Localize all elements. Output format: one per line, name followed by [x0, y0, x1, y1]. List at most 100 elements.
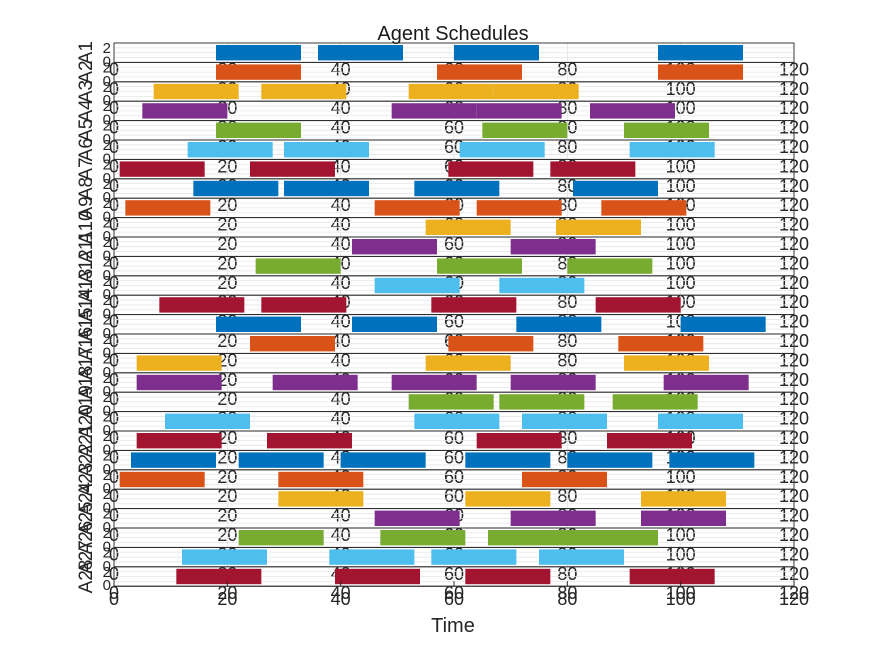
y-tick-label: 2 — [103, 409, 111, 426]
schedule-bar — [267, 433, 352, 449]
agent-label: A2 — [76, 60, 97, 83]
schedule-bar — [658, 413, 743, 429]
y-tick-label: 0 — [103, 131, 111, 148]
schedule-bar — [567, 452, 653, 468]
y-tick-label: 0 — [103, 73, 111, 90]
x-tick-label: 80 — [557, 589, 577, 609]
schedule-bar — [272, 374, 358, 391]
row-x-tick-label: 120 — [779, 583, 809, 603]
y-tick-label: 0 — [103, 306, 111, 323]
schedule-bar — [510, 510, 596, 526]
schedule-bar — [216, 64, 301, 80]
schedule-bar — [408, 83, 494, 100]
y-tick-label: 0 — [103, 92, 111, 109]
agent-label: A19 — [76, 385, 97, 419]
schedule-bar — [663, 374, 749, 391]
y-tick-label: 2 — [103, 564, 111, 581]
y-tick-label: 0 — [103, 403, 111, 420]
agent-label: A21 — [76, 424, 97, 458]
agent-label: A12 — [76, 249, 97, 283]
schedule-bar — [391, 103, 477, 119]
row-x-tick-label: 60 — [444, 583, 464, 603]
x-tick-label: 20 — [217, 589, 237, 609]
schedule-bar — [556, 219, 641, 235]
y-tick-label: 2 — [103, 234, 111, 251]
y-tick-label: 2 — [103, 156, 111, 173]
x-tick-label: 100 — [666, 589, 696, 609]
schedule-bar — [590, 103, 675, 119]
schedule-bar — [414, 180, 500, 197]
y-tick-label: 2 — [103, 350, 111, 367]
y-tick-label: 0 — [103, 480, 111, 497]
schedule-bar — [641, 491, 726, 507]
x-axis: 0 20 40 60 80 100 120 — [109, 581, 809, 609]
schedule-bar — [136, 433, 222, 449]
y-tick-label: 2 — [103, 331, 111, 348]
x-tick-label: 40 — [331, 589, 351, 609]
y-tick-label: 2 — [103, 447, 111, 464]
y-tick-label: 2 — [103, 312, 111, 329]
schedule-bar — [641, 510, 726, 526]
y-tick-label: 0 — [103, 112, 111, 129]
row-x-tick-label: 40 — [331, 583, 351, 603]
schedule-bar — [658, 64, 743, 80]
y-tick-label: 2 — [103, 273, 111, 290]
y-tick-label: 0 — [103, 286, 111, 303]
agent-label: A18 — [76, 366, 97, 400]
schedule-bar — [374, 277, 460, 294]
schedule-bar — [437, 258, 522, 274]
schedule-bar — [391, 374, 477, 391]
schedule-bar — [238, 452, 324, 468]
schedule-bar — [136, 355, 222, 371]
schedule-bar — [216, 316, 301, 332]
schedule-bar — [465, 568, 551, 585]
row-x-tick-label: 0 — [109, 583, 119, 603]
schedule-bar — [493, 83, 579, 100]
y-tick-label: 2 — [103, 215, 111, 232]
schedule-bar — [329, 549, 415, 565]
schedule-bar — [618, 336, 704, 352]
agent-label: A13 — [76, 269, 97, 303]
schedule-bar — [612, 394, 698, 410]
agent-label: A6 — [76, 138, 97, 161]
y-tick-label: 0 — [103, 209, 111, 226]
schedule-bar — [187, 142, 273, 158]
schedule-bar — [374, 510, 460, 526]
schedule-bar — [465, 491, 551, 507]
agent-label: A9 — [76, 196, 97, 219]
schedule-bar — [459, 142, 545, 158]
schedule-bar — [448, 161, 534, 177]
row-x-tick-label: 20 — [217, 583, 237, 603]
y-tick-label: 2 — [103, 370, 111, 387]
agent-label: A11 — [76, 230, 97, 262]
y-tick-label: 0 — [103, 538, 111, 555]
agent-label: A26 — [76, 521, 97, 555]
schedule-bar — [573, 180, 658, 197]
schedule-bar — [499, 394, 585, 410]
agent-label: A7 — [76, 157, 97, 180]
agent-label: A5 — [76, 119, 97, 142]
schedule-bar — [165, 413, 250, 429]
agent-label: A14 — [76, 288, 97, 322]
schedule-bar — [352, 239, 437, 255]
schedule-bar — [488, 530, 573, 546]
schedule-bar — [278, 491, 364, 507]
schedule-bar — [408, 394, 494, 410]
agent-label: A20 — [76, 404, 97, 438]
schedule-bar — [216, 45, 301, 61]
schedule-bar — [125, 200, 211, 216]
schedule-bars — [119, 45, 766, 585]
schedule-bar — [374, 200, 460, 216]
y-tick-label: 2 — [103, 292, 111, 309]
y-tick-label: 0 — [103, 519, 111, 536]
agent-label: A28 — [76, 560, 97, 594]
schedule-bar — [159, 297, 245, 313]
y-tick-label: 0 — [103, 228, 111, 245]
y-tick-label: 2 — [103, 506, 111, 523]
schedule-bar — [131, 452, 216, 468]
agent-label: A10 — [76, 210, 97, 244]
schedule-bar — [119, 161, 205, 177]
schedule-bar — [658, 45, 743, 61]
schedule-bar — [284, 142, 369, 158]
